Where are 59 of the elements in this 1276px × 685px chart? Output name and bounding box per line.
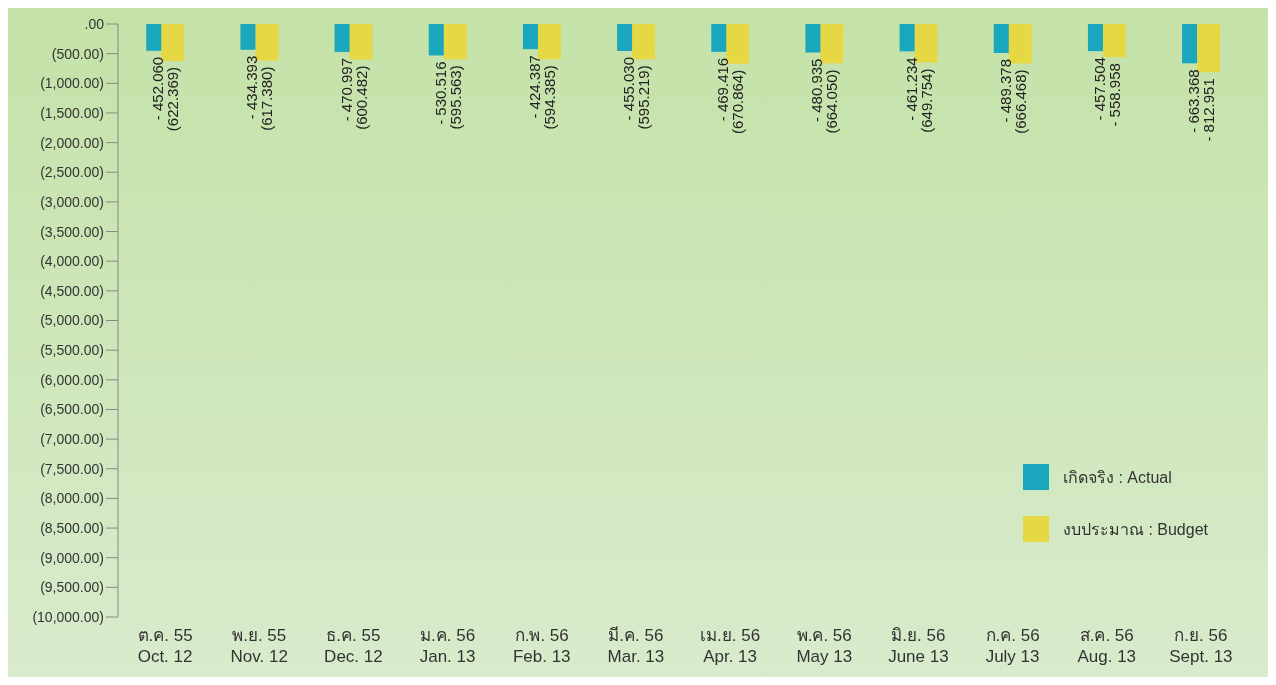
x-tick-label: ม.ค. 56 Jan. 13 xyxy=(419,626,476,666)
y-tick-label: .00 xyxy=(84,15,105,32)
x-tick-label: ธ.ค. 55 Dec. 12 xyxy=(324,626,383,666)
x-tick-label: พ.ย. 55 Nov. 12 xyxy=(230,626,288,666)
x-tick-label: พ.ค. 56 May 13 xyxy=(796,626,853,666)
y-tick-label: (7,000.00) xyxy=(40,431,104,448)
data-label: - 470.997 xyxy=(337,57,355,122)
y-tick-label: (1,000.00) xyxy=(40,75,104,92)
y-tick-label: (5,000.00) xyxy=(40,312,104,329)
y-tick-label: (8,000.00) xyxy=(40,490,104,507)
data-label: - 663.368 xyxy=(1185,69,1203,133)
y-tick-label: (4,000.00) xyxy=(40,253,104,270)
data-label: (600.482) xyxy=(352,65,370,130)
data-label: (666.468) xyxy=(1011,69,1029,134)
y-tick-label: (5,500.00) xyxy=(40,342,104,359)
y-tick-label: (10,000.00) xyxy=(32,608,104,625)
data-label: - 455.030 xyxy=(620,56,638,121)
x-tick-label: มี.ค. 56 Mar. 13 xyxy=(607,626,665,666)
data-label: - 480.935 xyxy=(808,58,826,122)
y-tick-label: (4,500.00) xyxy=(40,282,104,299)
y-tick-label: (9,500.00) xyxy=(40,579,104,596)
x-tick-label: ก.พ. 56 Feb. 13 xyxy=(512,626,571,666)
data-label: - 558.958 xyxy=(1105,63,1123,127)
y-tick-label: (2,000.00) xyxy=(40,134,104,151)
data-label: - 469.416 xyxy=(714,57,732,122)
y-tick-label: (8,500.00) xyxy=(40,520,104,537)
x-tick-label: ส.ค. 56 Aug. 13 xyxy=(1077,626,1137,666)
x-tick-label: ต.ค. 55 Oct. 12 xyxy=(137,626,193,666)
legend-label: เกิดจริง : Actual xyxy=(1062,467,1172,488)
x-tick-label: มิ.ย. 56 June 13 xyxy=(888,626,949,666)
y-tick-label: (7,500.00) xyxy=(40,460,104,477)
data-label: (670.864) xyxy=(729,69,747,134)
x-tick-label: ก.ย. 56 Sept. 13 xyxy=(1169,626,1233,666)
y-tick-label: (2,500.00) xyxy=(40,164,104,181)
x-tick-label: ก.ค. 56 July 13 xyxy=(985,626,1040,666)
y-tick-label: (3,500.00) xyxy=(40,223,104,240)
data-label: (664.050) xyxy=(823,69,841,134)
data-label: - 424.387 xyxy=(525,55,543,119)
data-label: (622.369) xyxy=(164,66,182,132)
data-label: - 461.234 xyxy=(902,57,920,121)
data-label: (595.563) xyxy=(446,65,464,130)
data-label: - 489.378 xyxy=(996,59,1014,123)
y-tick-label: (500.00) xyxy=(51,45,104,62)
legend-label: งบประมาณ : Budget xyxy=(1062,519,1208,540)
y-tick-label: (6,000.00) xyxy=(40,371,104,388)
data-label: (595.219) xyxy=(635,65,653,130)
y-tick-label: (9,000.00) xyxy=(40,549,104,566)
data-label: - 812.951 xyxy=(1200,78,1218,142)
y-tick-label: (6,500.00) xyxy=(40,401,104,418)
data-label: - 434.393 xyxy=(243,55,261,120)
data-label: - 457.504 xyxy=(1090,57,1108,121)
data-label: - 530.516 xyxy=(431,61,449,125)
y-tick-label: (3,000.00) xyxy=(40,193,104,210)
data-label: - 452.060 xyxy=(149,56,167,121)
y-tick-label: (1,500.00) xyxy=(40,104,104,121)
data-label: (649.754) xyxy=(917,68,935,133)
x-tick-label: เม.ย. 56 Apr. 13 xyxy=(700,626,761,666)
data-label: (594.385) xyxy=(540,65,558,130)
data-label: (617.380) xyxy=(258,66,276,131)
